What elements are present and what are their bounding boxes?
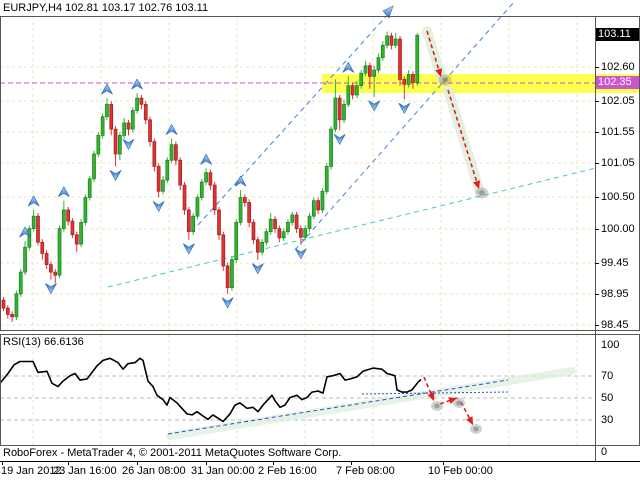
fractal-up-icon bbox=[19, 226, 31, 238]
fractal-up-icon bbox=[27, 195, 40, 207]
fractal-up-icon bbox=[234, 175, 247, 187]
price-tick-label: 99.45 bbox=[601, 257, 629, 269]
price-tick-label: 100.00 bbox=[601, 223, 635, 235]
fractal-down-icon bbox=[122, 139, 135, 150]
rsi-tick-label: 100 bbox=[601, 339, 620, 351]
rsi-support-line bbox=[361, 391, 509, 395]
fractal-up-icon bbox=[200, 153, 212, 165]
long-term-support-line bbox=[107, 167, 597, 288]
fractal-up-icon bbox=[342, 61, 355, 73]
channel-lower-line bbox=[294, 1, 515, 251]
analysis-overlays bbox=[426, 30, 489, 199]
time-tick-label: 31 Jan 00:00 bbox=[191, 465, 255, 477]
fractal-arrows bbox=[19, 61, 411, 309]
rsi-panel bbox=[0, 357, 576, 440]
rsi-line bbox=[0, 357, 422, 423]
fractal-down-icon bbox=[398, 102, 411, 114]
price-tick-label: 102.60 bbox=[601, 61, 635, 73]
fractal-down-icon bbox=[152, 201, 165, 212]
fractal-down-icon bbox=[182, 243, 195, 255]
fractal-up-icon bbox=[101, 83, 113, 95]
signal-price-label: 102.35 bbox=[596, 76, 639, 89]
fractal-up-icon bbox=[57, 186, 70, 197]
analysis-underlays bbox=[0, 1, 640, 288]
fractal-down-icon bbox=[109, 170, 122, 181]
candlestick-series bbox=[1, 31, 420, 322]
current-price-label: 103.11 bbox=[596, 28, 639, 41]
rsi-trendline bbox=[167, 379, 509, 435]
chart-title: EURJPY,H4 102.81 103.17 102.76 103.11 bbox=[3, 2, 209, 14]
time-tick-label: 2 Feb 16:00 bbox=[258, 465, 317, 477]
channel-tip-arrow-icon bbox=[382, 5, 394, 19]
rsi-tick-label: 0 bbox=[601, 446, 608, 458]
rsi-tick-label: 50 bbox=[601, 392, 614, 404]
time-tick-label: 23 Jan 16:00 bbox=[53, 465, 117, 477]
time-tick-label: 26 Jan 08:00 bbox=[122, 465, 186, 477]
price-tick-label: 98.95 bbox=[601, 288, 629, 300]
fractal-up-icon bbox=[131, 78, 143, 90]
fractal-down-icon bbox=[368, 100, 381, 112]
projection-arrow bbox=[426, 30, 442, 78]
time-tick-label: 7 Feb 08:00 bbox=[336, 465, 395, 477]
rsi-indicator-label: RSI(13) 66.6136 bbox=[3, 336, 84, 348]
copyright-text: RoboForex - MetaTrader 4, © 2001-2011 Me… bbox=[3, 447, 342, 459]
channel-upper-line bbox=[197, 10, 392, 226]
fractal-up-icon bbox=[165, 124, 178, 135]
rsi-tick-label: 70 bbox=[601, 370, 614, 382]
time-tick-label: 10 Feb 00:00 bbox=[428, 465, 493, 477]
price-tick-label: 102.05 bbox=[601, 95, 635, 107]
price-tick-label: 100.50 bbox=[601, 191, 635, 203]
fractal-down-icon bbox=[333, 134, 346, 145]
price-tick-label: 101.05 bbox=[601, 157, 635, 169]
fractal-down-icon bbox=[295, 248, 307, 260]
price-tick-label: 98.45 bbox=[601, 319, 629, 331]
rsi-tick-label: 30 bbox=[601, 414, 614, 426]
fractal-down-icon bbox=[221, 297, 234, 309]
price-tick-label: 101.55 bbox=[601, 126, 635, 138]
time-tick-label: 19 Jan 2012 bbox=[1, 465, 62, 477]
fractal-down-icon bbox=[45, 283, 57, 294]
projection-arrow bbox=[447, 89, 480, 190]
fractal-down-icon bbox=[251, 263, 264, 275]
